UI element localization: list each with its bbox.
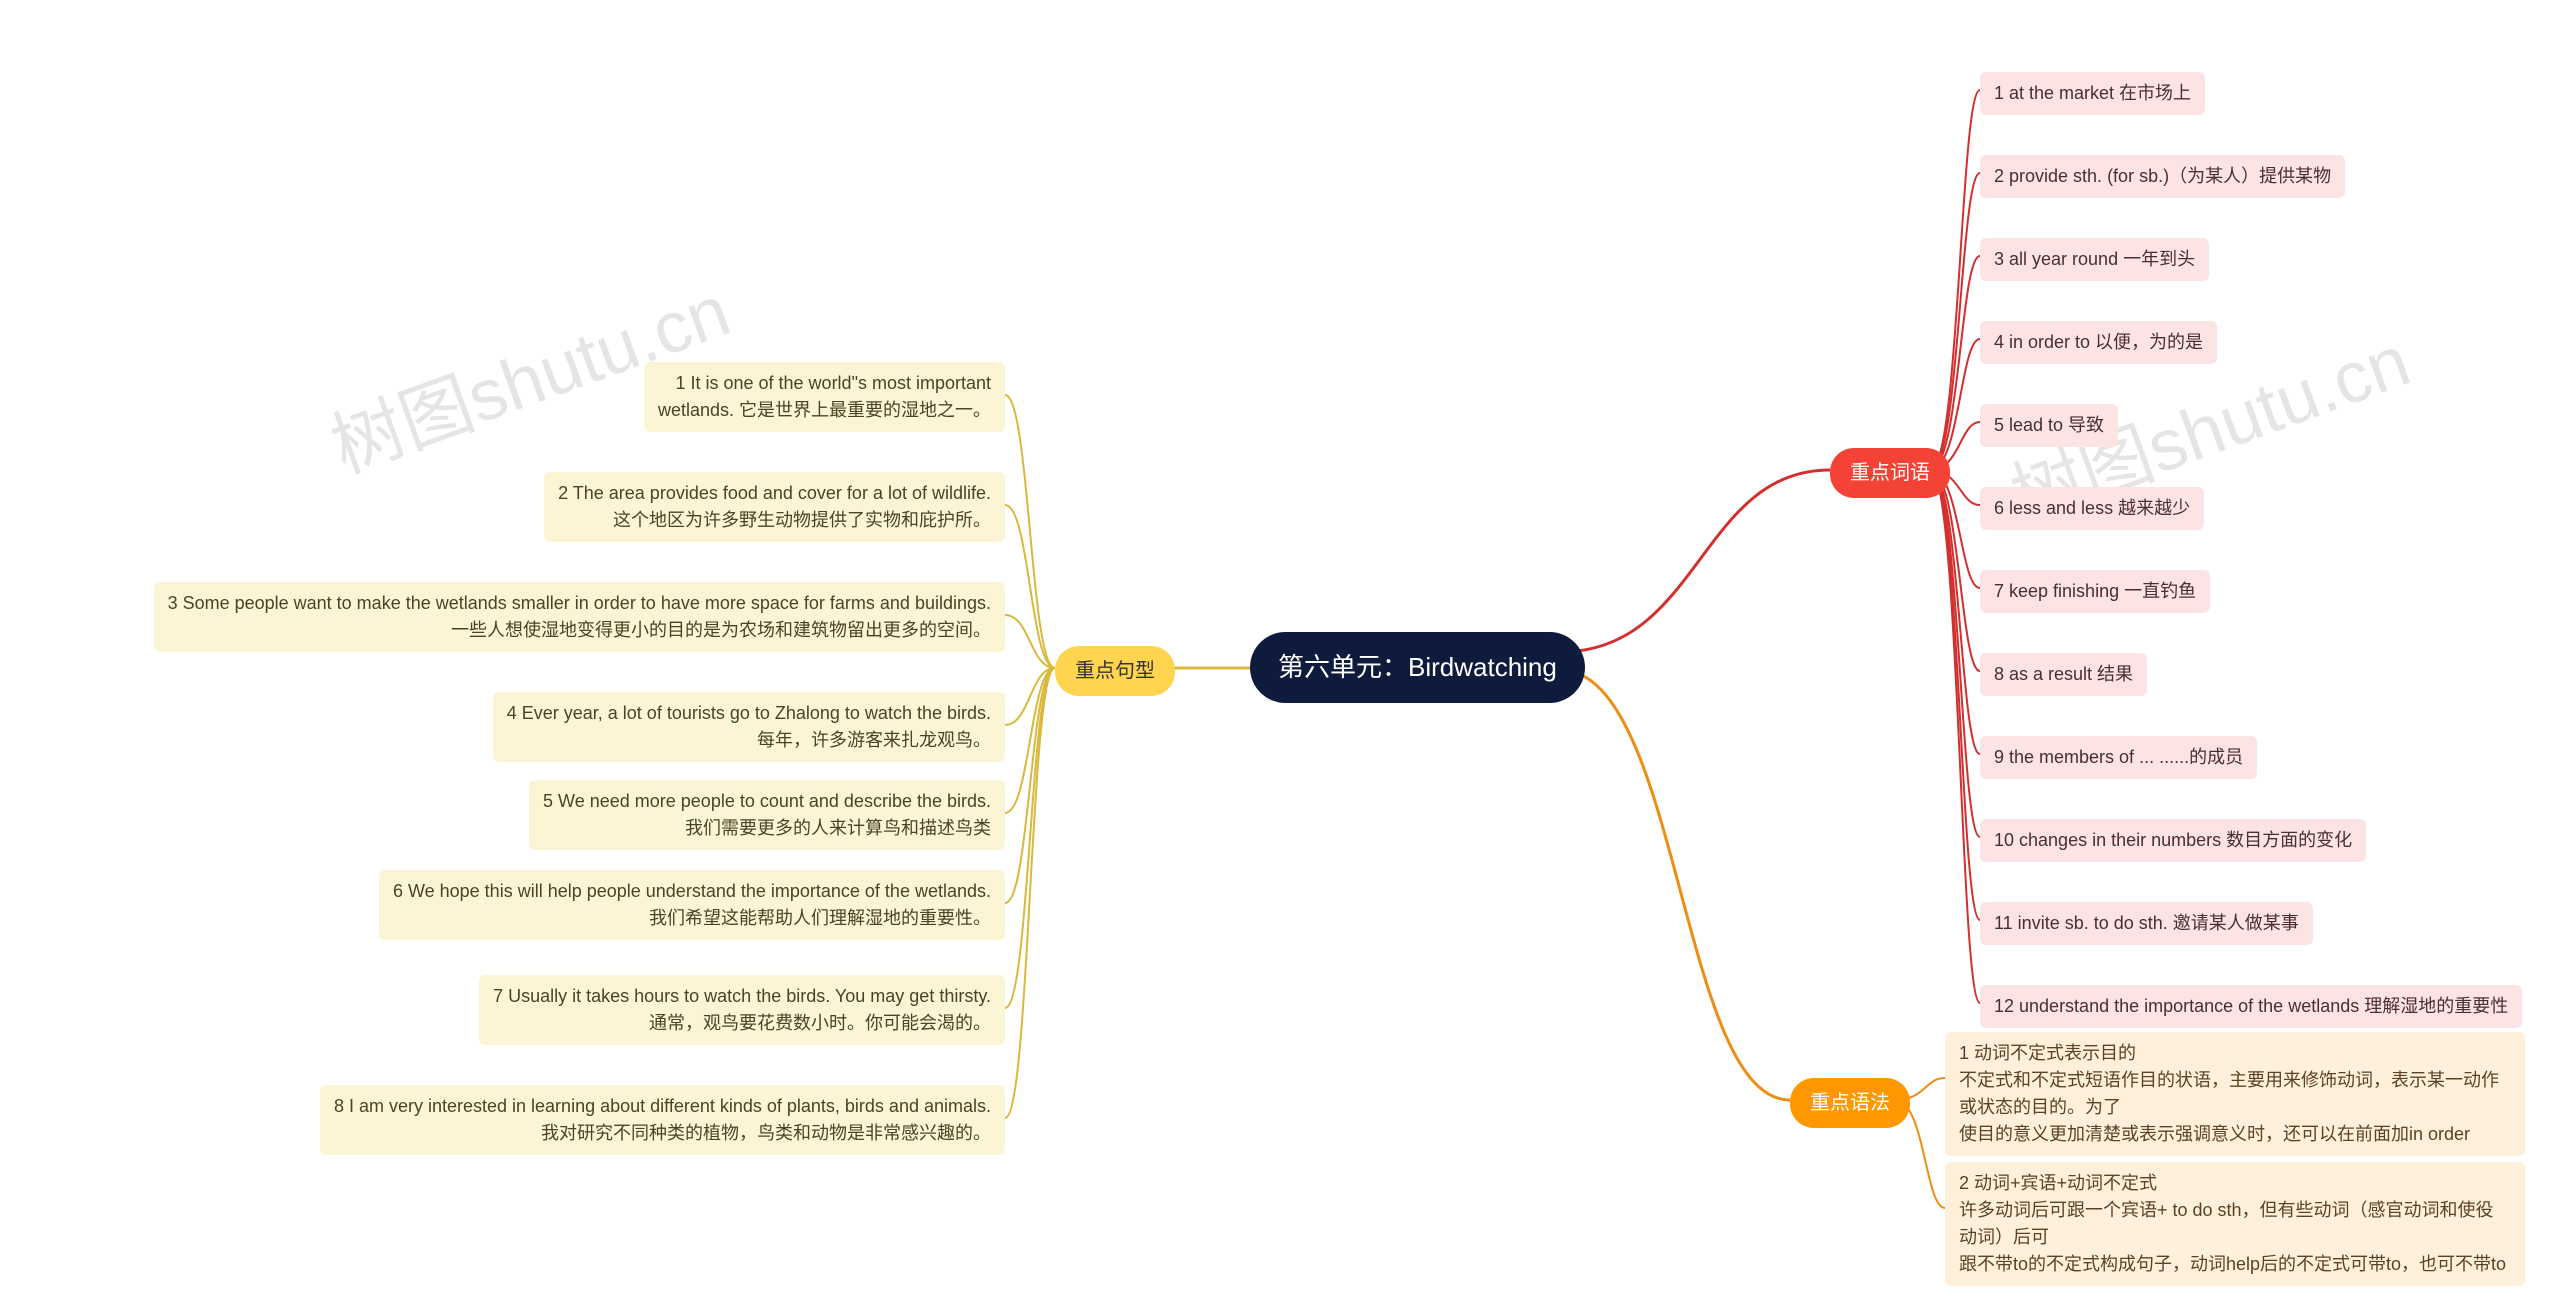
branch-grammar: 重点语法 xyxy=(1790,1078,1910,1128)
grammar-item: 1 动词不定式表示目的 不定式和不定式短语作目的状语，主要用来修饰动词，表示某一… xyxy=(1945,1032,2525,1156)
sentence-item: 3 Some people want to make the wetlands … xyxy=(154,582,1005,652)
vocab-item: 5 lead to 导致 xyxy=(1980,404,2118,447)
branch-sentences: 重点句型 xyxy=(1055,646,1175,696)
root-node: 第六单元：Birdwatching xyxy=(1250,632,1585,703)
vocab-item: 8 as a result 结果 xyxy=(1980,653,2147,696)
branch-vocab: 重点词语 xyxy=(1830,448,1950,498)
sentence-item: 8 I am very interested in learning about… xyxy=(320,1085,1005,1155)
sentence-item: 5 We need more people to count and descr… xyxy=(529,780,1005,850)
vocab-item: 7 keep finishing 一直钓鱼 xyxy=(1980,570,2210,613)
vocab-item: 12 understand the importance of the wetl… xyxy=(1980,985,2522,1028)
sentence-item: 1 It is one of the world"s most importan… xyxy=(644,362,1005,432)
vocab-item: 6 less and less 越来越少 xyxy=(1980,487,2204,530)
vocab-item: 10 changes in their numbers 数目方面的变化 xyxy=(1980,819,2366,862)
vocab-item: 4 in order to 以便，为的是 xyxy=(1980,321,2217,364)
vocab-item: 9 the members of ... ......的成员 xyxy=(1980,736,2257,779)
vocab-item: 2 provide sth. (for sb.)（为某人）提供某物 xyxy=(1980,155,2345,198)
grammar-item: 2 动词+宾语+动词不定式 许多动词后可跟一个宾语+ to do sth，但有些… xyxy=(1945,1162,2525,1286)
sentence-item: 4 Ever year, a lot of tourists go to Zha… xyxy=(493,692,1005,762)
vocab-item: 1 at the market 在市场上 xyxy=(1980,72,2205,115)
vocab-item: 3 all year round 一年到头 xyxy=(1980,238,2209,281)
sentence-item: 6 We hope this will help people understa… xyxy=(379,870,1005,940)
sentence-item: 2 The area provides food and cover for a… xyxy=(544,472,1005,542)
sentence-item: 7 Usually it takes hours to watch the bi… xyxy=(479,975,1005,1045)
vocab-item: 11 invite sb. to do sth. 邀请某人做某事 xyxy=(1980,902,2313,945)
